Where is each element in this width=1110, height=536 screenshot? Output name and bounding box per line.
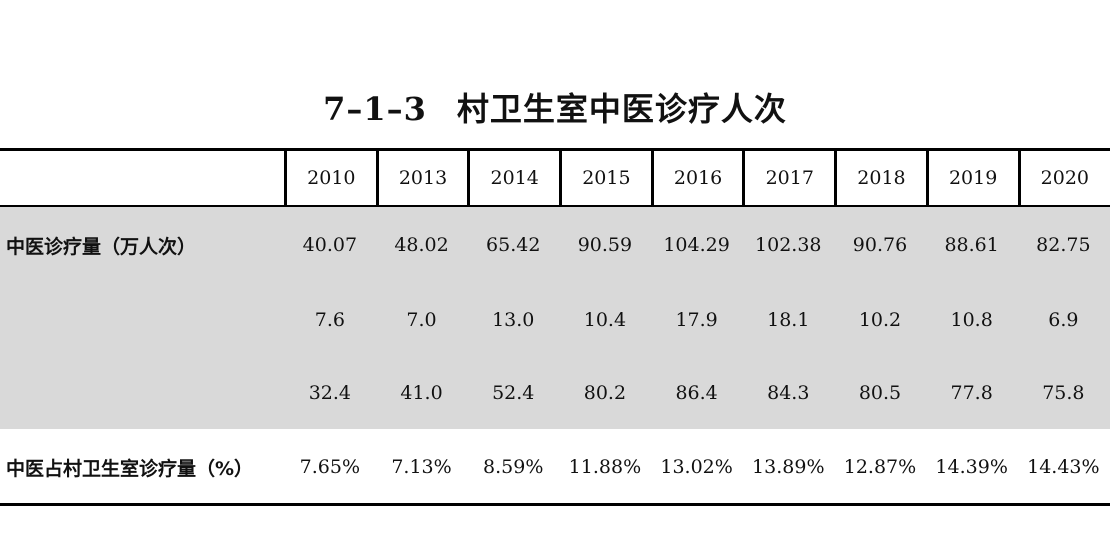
cell-value: 65.42: [486, 234, 541, 256]
cell-value: 17.9: [675, 309, 718, 331]
cell-value: 82.75: [1036, 234, 1091, 256]
cell-value: 41.0: [400, 382, 443, 404]
cell-value: 90.76: [852, 234, 908, 256]
header-year-2013: 2013: [375, 151, 468, 205]
header-year-2017: 2017: [742, 151, 834, 205]
top-rule: [0, 148, 1110, 151]
cell-value: 7.65%: [299, 456, 361, 478]
cell-value: 80.5: [858, 382, 902, 404]
cell-value: 14.39%: [935, 456, 1008, 478]
cell-value: 10.4: [583, 309, 627, 331]
row-label: 中医占村卫生室诊疗量（%）: [6, 457, 254, 480]
cell-value: 13.0: [492, 309, 535, 331]
cell-value: 14.43%: [1027, 456, 1100, 478]
table-row: 中医诊疗量（万人次） 40.07 48.02 65.42 90.59 104.2…: [0, 225, 1110, 265]
table-title-code: 7–1–3: [323, 90, 427, 128]
table-row: 中医占村卫生室诊疗量（%） 7.65% 7.13% 8.59% 11.88% 1…: [0, 447, 1110, 487]
cell-value: 90.59: [577, 234, 633, 256]
header-year-2016: 2016: [650, 151, 743, 205]
cell-value: 7.6: [314, 309, 345, 331]
cell-value: 8.59%: [483, 456, 544, 478]
cell-value: 11.88%: [568, 456, 642, 478]
cell-value: 104.29: [663, 234, 730, 256]
cell-value: 77.8: [950, 382, 993, 404]
cell-value: 88.61: [944, 234, 999, 256]
cell-value: 7.0: [406, 309, 437, 331]
cell-value: 13.89%: [752, 456, 825, 478]
cell-value: 84.3: [767, 382, 810, 404]
cell-value: 7.13%: [391, 456, 452, 478]
bottom-rule: [0, 503, 1110, 506]
cell-value: 12.87%: [843, 456, 917, 478]
cell-value: 48.02: [394, 234, 449, 256]
header-year-2020: 2020: [1017, 151, 1110, 205]
header-year-2015: 2015: [559, 151, 651, 205]
cell-value: 80.2: [583, 382, 627, 404]
header-year-2018: 2018: [834, 151, 926, 205]
table-title: 7–1–3 村卫生室中医诊疗人次: [0, 84, 1110, 130]
shaded-band: [0, 205, 1110, 429]
table-header-row: 2010 2013 2014 2015 2016 2017 2018 2019 …: [0, 151, 1110, 205]
table-row: 32.4 41.0 52.4 80.2 86.4 84.3 80.5 77.8 …: [0, 373, 1110, 413]
cell-value: 40.07: [302, 234, 358, 256]
header-year-2010: 2010: [284, 151, 376, 205]
header-year-2019: 2019: [925, 151, 1018, 205]
cell-value: 102.38: [755, 234, 822, 256]
cell-value: 75.8: [1042, 382, 1085, 404]
row-label: 中医诊疗量（万人次）: [6, 235, 197, 258]
cell-value: 6.9: [1048, 309, 1079, 331]
cell-value: 32.4: [308, 382, 351, 404]
table-row: 7.6 7.0 13.0 10.4 17.9 18.1 10.2 10.8 6.…: [0, 300, 1110, 340]
cell-value: 13.02%: [660, 456, 733, 478]
cell-value: 86.4: [675, 382, 718, 404]
table-title-text: 村卫生室中医诊疗人次: [456, 90, 787, 128]
cell-value: 10.8: [950, 309, 993, 331]
header-label-cell: [0, 151, 284, 205]
cell-value: 10.2: [858, 309, 902, 331]
cell-value: 52.4: [492, 382, 535, 404]
header-year-2014: 2014: [467, 151, 559, 205]
cell-value: 18.1: [767, 309, 810, 331]
